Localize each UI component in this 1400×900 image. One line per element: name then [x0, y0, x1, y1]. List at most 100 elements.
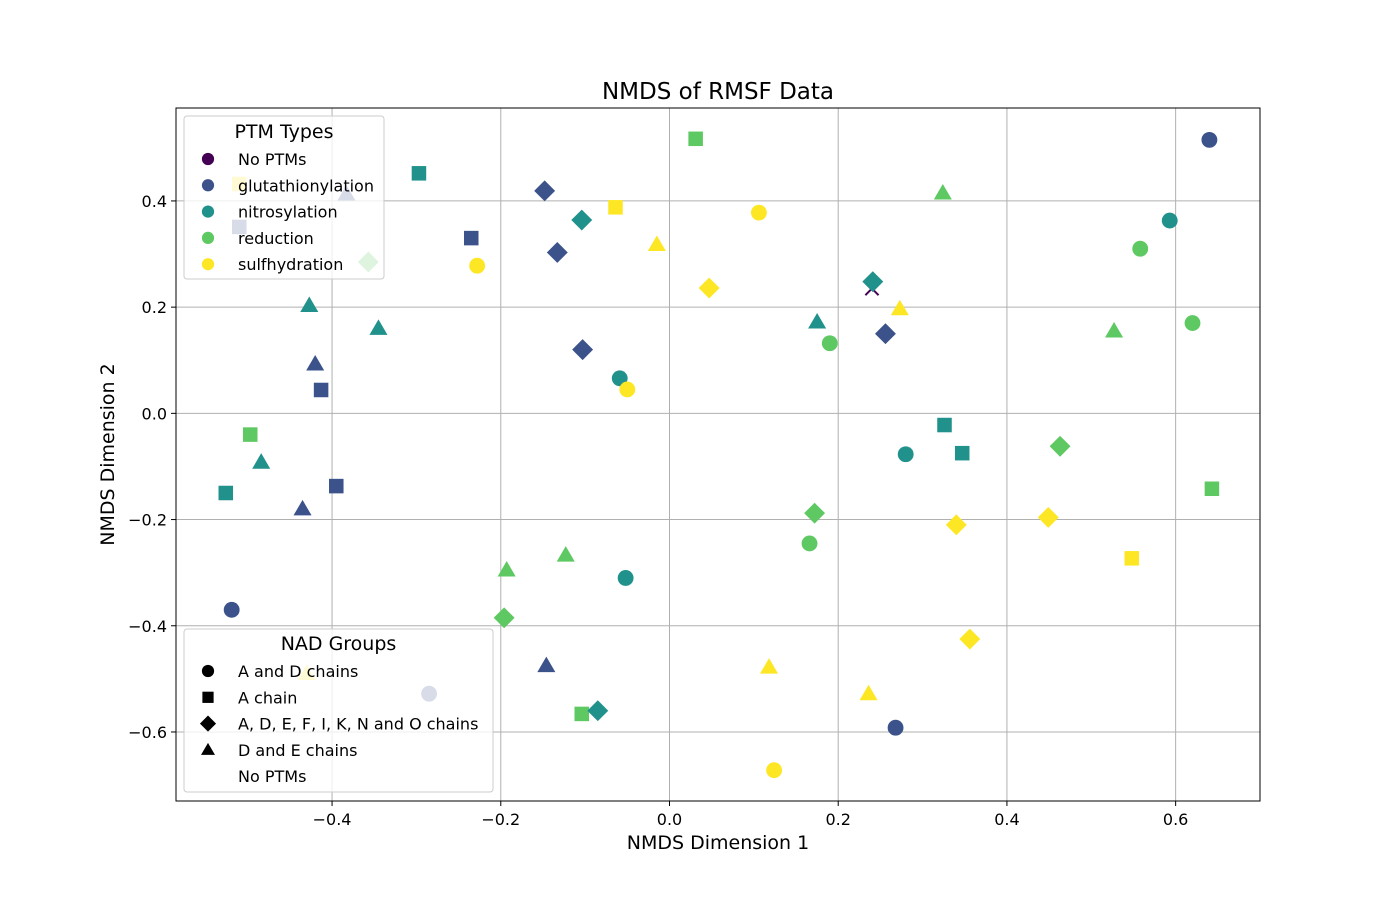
- legend-item-label: reduction: [238, 229, 314, 248]
- data-point: [808, 312, 827, 329]
- legend-item-label: sulfhydration: [238, 255, 343, 274]
- data-point: [801, 535, 818, 552]
- data-point: [1204, 481, 1220, 497]
- y-tick-label: 0.0: [142, 404, 167, 423]
- data-point: [933, 183, 952, 200]
- data-point: [1132, 240, 1149, 257]
- data-point: [587, 700, 609, 722]
- data-point: [1037, 506, 1059, 528]
- y-tick-label: −0.2: [128, 511, 167, 530]
- legend-title: PTM Types: [234, 121, 333, 143]
- x-tick-label: 0.4: [994, 810, 1019, 829]
- legend-color-swatch: [201, 205, 215, 218]
- legend-color-swatch: [201, 258, 215, 271]
- data-point: [1201, 131, 1218, 148]
- legend-color-swatch: [201, 231, 215, 245]
- legend-box: [183, 628, 494, 793]
- data-point: [534, 180, 556, 202]
- data-points: [218, 131, 1220, 779]
- data-point: [1105, 322, 1124, 338]
- legend-marker-swatch: [202, 691, 214, 703]
- data-point: [760, 658, 779, 674]
- data-point: [300, 296, 319, 313]
- data-point: [218, 485, 234, 501]
- legend-marker-swatch: [201, 664, 215, 678]
- data-point: [862, 271, 884, 293]
- legend-item-label: A chain: [238, 688, 297, 707]
- x-tick-label: −0.2: [481, 810, 520, 829]
- legend-title: NAD Groups: [281, 633, 397, 655]
- data-point: [242, 427, 258, 442]
- data-point: [821, 335, 838, 352]
- legend-color-swatch: [201, 152, 215, 166]
- data-point: [897, 446, 914, 463]
- data-point: [1124, 551, 1140, 566]
- data-point: [546, 241, 568, 263]
- data-point: [223, 601, 240, 618]
- data-point: [937, 417, 952, 433]
- data-point: [859, 684, 878, 701]
- legend-item-label: D and E chains: [238, 741, 357, 760]
- legend-item-label: A, D, E, F, I, K, N and O chains: [238, 715, 478, 734]
- data-point: [463, 230, 479, 246]
- data-point: [887, 719, 904, 736]
- legend-item-label: glutathionylation: [238, 176, 374, 195]
- data-point: [556, 546, 575, 562]
- x-tick-label: 0.6: [1163, 810, 1188, 829]
- y-axis-label: NMDS Dimension 2: [97, 363, 119, 545]
- axis-ticks: −0.4 −0.2 0.0 0.2 0.4 0.6 −0.6 −0.4 −0.2 0.0 0.2 0.…: [128, 192, 1188, 829]
- data-point: [1049, 435, 1071, 457]
- data-point: [619, 381, 636, 398]
- data-point: [329, 478, 344, 494]
- data-point: [945, 514, 967, 536]
- y-tick-label: −0.6: [128, 723, 167, 742]
- data-point: [954, 445, 970, 461]
- data-point: [537, 656, 556, 673]
- data-point: [890, 299, 909, 316]
- data-point: [369, 319, 388, 335]
- x-tick-label: −0.4: [313, 810, 352, 829]
- data-point: [617, 570, 634, 586]
- data-point: [959, 628, 981, 650]
- data-point: [750, 204, 767, 221]
- data-point: [469, 257, 486, 274]
- legend-color-swatch: [201, 179, 215, 192]
- legend-item-label: A and D chains: [238, 662, 358, 681]
- x-tick-label: 0.0: [657, 810, 682, 829]
- y-tick-label: −0.4: [128, 617, 167, 636]
- data-point: [493, 607, 515, 629]
- data-point: [1184, 315, 1201, 331]
- legend-box: [183, 115, 385, 280]
- data-point: [306, 354, 325, 371]
- legend-marker-swatch: [199, 715, 217, 732]
- data-point: [411, 166, 427, 181]
- legend-item-label: nitrosylation: [238, 203, 338, 222]
- legend-item-label: No PTMs: [238, 150, 306, 169]
- data-point: [252, 453, 271, 469]
- data-point: [611, 370, 628, 387]
- data-point: [293, 499, 312, 516]
- nad-groups-legend: NAD Groups A and D chains A chain A, D, E, …: [183, 628, 494, 793]
- x-tick-label: 0.2: [825, 810, 850, 829]
- data-point: [698, 277, 720, 299]
- data-point: [572, 339, 594, 361]
- data-point: [574, 706, 590, 722]
- data-point: [688, 131, 703, 147]
- legend-item-label: No PTMs: [238, 767, 306, 786]
- data-point: [804, 502, 826, 524]
- y-tick-label: 0.4: [142, 192, 167, 211]
- y-tick-label: 0.2: [142, 298, 167, 317]
- grid-lines: [176, 108, 1260, 801]
- data-point: [647, 235, 666, 251]
- data-point: [497, 560, 516, 577]
- data-point: [571, 209, 593, 231]
- plot-frame: [175, 107, 1261, 802]
- data-point: [1161, 212, 1178, 229]
- data-point: [875, 323, 896, 345]
- data-point: [608, 200, 623, 215]
- chart-title: NMDS of RMSF Data: [602, 79, 834, 105]
- ptm-types-legend: PTM Types No PTMs glutathionylation nitrosy…: [183, 115, 385, 280]
- x-axis-label: NMDS Dimension 1: [627, 832, 809, 854]
- legend-marker-swatch: [201, 742, 215, 755]
